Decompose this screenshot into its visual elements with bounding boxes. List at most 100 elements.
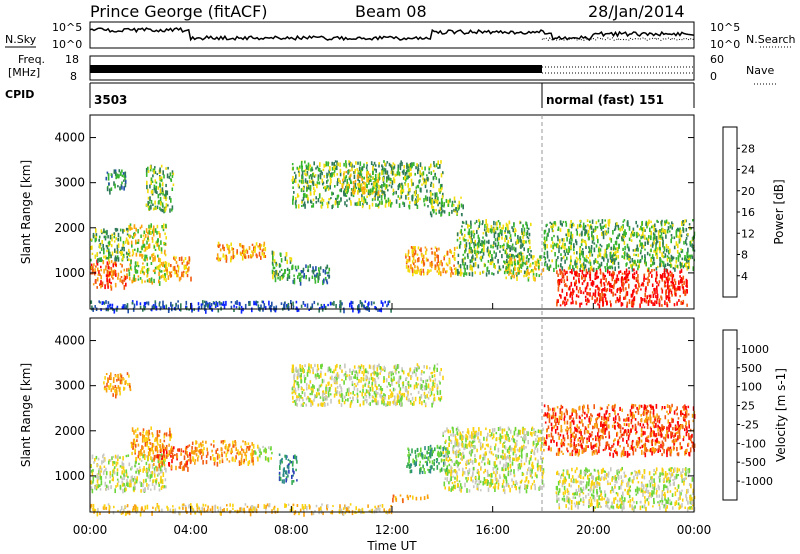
power-heatmap-cell bbox=[435, 176, 438, 180]
power-heatmap-cell bbox=[174, 270, 176, 275]
velocity-heatmap-cell bbox=[248, 446, 250, 451]
power-heatmap-cell bbox=[641, 220, 643, 226]
power-heatmap-cell bbox=[163, 264, 166, 268]
power-heatmap-cell bbox=[466, 264, 469, 270]
power-heatmap-cell bbox=[111, 274, 113, 278]
power-heatmap-cell bbox=[438, 178, 440, 184]
power-heatmap-cell bbox=[595, 298, 598, 303]
power-heatmap-cell bbox=[663, 247, 666, 252]
power-heatmap-cell bbox=[298, 167, 300, 171]
velocity-heatmap-cell bbox=[223, 439, 226, 443]
power-heatmap-cell bbox=[168, 176, 171, 179]
power-heatmap-cell bbox=[109, 307, 112, 310]
power-heatmap-cell bbox=[437, 266, 440, 271]
velocity-heatmap-cell bbox=[119, 373, 122, 378]
power-heatmap-cell bbox=[522, 231, 525, 236]
power-heatmap-cell bbox=[414, 172, 416, 176]
power-heatmap-cell bbox=[358, 306, 360, 310]
power-heatmap-cell bbox=[604, 266, 606, 269]
power-heatmap-cell bbox=[446, 270, 448, 273]
power-heatmap-cell bbox=[628, 267, 630, 270]
power-heatmap-cell bbox=[317, 302, 319, 306]
power-heatmap-cell bbox=[656, 219, 658, 223]
power-heatmap-cell bbox=[476, 229, 478, 234]
power-heatmap-cell bbox=[474, 261, 477, 267]
power-heatmap-cell bbox=[463, 264, 466, 270]
power-heatmap-cell bbox=[94, 272, 96, 276]
power-heatmap-cell bbox=[171, 208, 173, 212]
power-heatmap-cell bbox=[543, 241, 545, 246]
power-heatmap-cell bbox=[499, 222, 501, 227]
power-heatmap-cell bbox=[165, 262, 168, 267]
power-heatmap-cell bbox=[635, 220, 637, 225]
power-heatmap-cell bbox=[561, 238, 564, 242]
power-heatmap-cell bbox=[399, 165, 402, 171]
velocity-heatmap-cell bbox=[294, 380, 297, 383]
power-heatmap-cell bbox=[626, 304, 628, 308]
power-heatmap-cell bbox=[197, 302, 200, 306]
power-heatmap-cell bbox=[610, 289, 613, 294]
velocity-heatmap-cell bbox=[139, 451, 141, 457]
velocity-heatmap-cell bbox=[323, 379, 325, 383]
power-heatmap-cell bbox=[591, 230, 593, 235]
power-heatmap-cell bbox=[314, 189, 316, 193]
power-heatmap-cell bbox=[182, 273, 185, 278]
power-heatmap-cell bbox=[371, 202, 374, 207]
velocity-heatmap-cell bbox=[117, 458, 119, 461]
power-heatmap-cell bbox=[311, 270, 314, 273]
power-heatmap-cell bbox=[490, 260, 493, 266]
velocity-heatmap-cell bbox=[90, 464, 92, 467]
power-heatmap-cell bbox=[570, 291, 572, 296]
power-heatmap-cell bbox=[311, 173, 314, 177]
velocity-heatmap-cell bbox=[155, 480, 157, 484]
power-heatmap-cell bbox=[525, 256, 528, 260]
power-heatmap-cell bbox=[570, 241, 573, 246]
power-heatmap-cell bbox=[142, 243, 145, 247]
power-heatmap-cell bbox=[558, 279, 560, 282]
velocity-heatmap-cell bbox=[254, 450, 256, 455]
velocity-heatmap-cell bbox=[246, 446, 248, 449]
power-heatmap-cell bbox=[317, 198, 320, 203]
power-heatmap-cell bbox=[388, 162, 391, 167]
power-heatmap-cell bbox=[481, 255, 484, 259]
power-heatmap-cell bbox=[406, 258, 408, 263]
power-heatmap-cell bbox=[640, 283, 643, 287]
power-heatmap-cell bbox=[173, 257, 175, 260]
velocity-heatmap-cell bbox=[249, 445, 251, 448]
power-heatmap-cell bbox=[230, 305, 233, 310]
power-heatmap-cell bbox=[495, 221, 497, 226]
power-heatmap-cell bbox=[513, 222, 515, 228]
power-heatmap-cell bbox=[104, 230, 106, 234]
velocity-heatmap-cell bbox=[100, 480, 103, 486]
power-heatmap-cell bbox=[116, 228, 119, 232]
power-heatmap-cell bbox=[142, 258, 145, 261]
velocity-heatmap-cell bbox=[164, 478, 167, 482]
power-heatmap-cell bbox=[358, 183, 361, 189]
velocity-heatmap-cell bbox=[158, 463, 161, 468]
power-heatmap-cell bbox=[99, 283, 101, 286]
power-heatmap-cell bbox=[397, 164, 400, 169]
velocity-heatmap-cell bbox=[163, 454, 166, 458]
power-heatmap-cell bbox=[292, 279, 295, 284]
power-heatmap-cell bbox=[486, 247, 489, 253]
power-heatmap-cell bbox=[378, 200, 381, 205]
velocity-heatmap-cell bbox=[129, 482, 131, 487]
power-heatmap-cell bbox=[156, 205, 159, 210]
power-heatmap-cell bbox=[552, 241, 554, 245]
velocity-heatmap-cell bbox=[96, 475, 99, 480]
power-heatmap-cell bbox=[106, 249, 108, 253]
power-heatmap-cell bbox=[271, 250, 274, 255]
velocity-heatmap-cell bbox=[296, 395, 298, 399]
power-heatmap-cell bbox=[318, 308, 320, 313]
power-heatmap-cell bbox=[617, 234, 619, 239]
velocity-heatmap-cell bbox=[411, 371, 414, 375]
velocity-heatmap-cell bbox=[119, 391, 121, 396]
power-heatmap-cell bbox=[438, 188, 440, 192]
power-heatmap-cell bbox=[107, 257, 109, 260]
power-heatmap-cell bbox=[298, 272, 300, 277]
velocity-plot-background bbox=[90, 318, 694, 512]
power-heatmap-cell bbox=[570, 220, 572, 223]
power-heatmap-cell bbox=[664, 229, 667, 235]
power-heatmap-cell bbox=[176, 264, 179, 268]
power-heatmap-cell bbox=[556, 270, 558, 275]
